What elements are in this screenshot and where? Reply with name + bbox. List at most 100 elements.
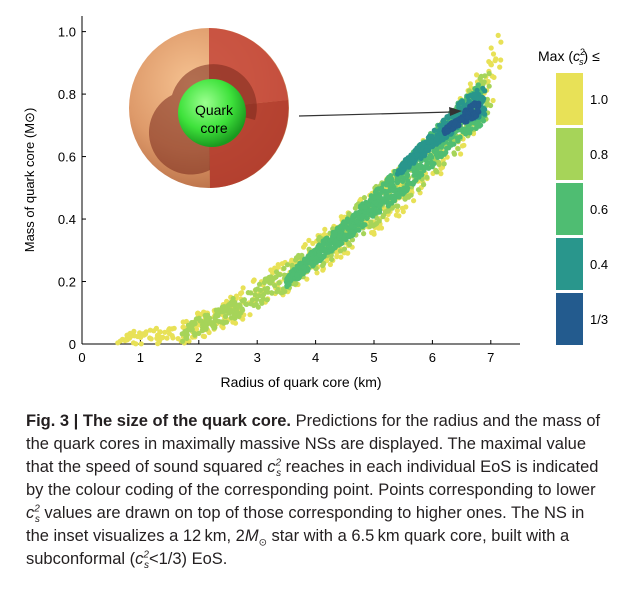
scatter-point [385,207,391,214]
scatter-point [269,290,275,296]
scatter-point [396,193,402,200]
scatter-point [490,97,496,104]
scatter-point [162,329,168,335]
inset-arrow [298,107,462,117]
scatter-point [124,337,131,343]
scatter-point [490,51,497,57]
scatter-point [341,246,348,252]
scatter-point [391,197,397,203]
scatter-point [216,307,222,314]
x-tick-label: 0 [78,350,85,365]
scatter-point [240,316,246,322]
scatter-point [467,130,473,136]
scatter-point [463,131,469,137]
y-axis: 0 0.2 0.4 0.6 0.8 1.0 [58,16,86,352]
scatter-point [133,341,139,347]
scatter-point [378,225,385,231]
scatter-point [337,233,343,239]
scatter-point [373,207,379,213]
scatter-point [424,174,430,180]
scatter-point [459,98,465,104]
y-tick-label: 0.2 [58,275,76,290]
scatter-point [131,333,138,339]
scatter-point [226,302,232,308]
scatter-point [282,288,288,294]
cs-symbol: c2s [26,503,40,526]
scatter-point [261,280,267,286]
scatter-point [277,272,283,278]
scatter-point [370,223,376,229]
scatter-point [306,237,312,243]
scatter-point [244,301,250,307]
scatter-point [486,83,492,89]
scatter-point [284,276,290,282]
scatter-point [327,261,333,268]
scatter-point [292,281,298,287]
scatter-point [404,187,410,194]
scatter-point [482,73,488,79]
scatter-point [327,244,333,250]
scatter-point [484,101,490,108]
scatter-point [440,118,446,124]
scatter-point [425,165,431,171]
scatter-point [361,231,367,237]
scatter-point [414,169,420,175]
scatter-point [428,159,434,165]
x-axis: 0 1 2 3 4 5 6 7 [78,340,520,365]
scatter-point [403,204,409,210]
scatter-point [394,207,400,214]
scatter-point [443,149,449,156]
cs-symbol: c2s [267,457,282,480]
scatter-point [310,240,316,246]
scatter-point [388,173,394,179]
scatter-point [378,201,384,207]
scatter-point [322,247,328,253]
scatter-point [337,223,343,230]
scatter-point [396,213,402,219]
chart: 0 0.2 0.4 0.6 0.8 1.0 0 1 2 3 4 5 6 7 Radius of quar… [22,16,608,390]
scatter-point [390,188,396,194]
scatter-point [153,325,159,331]
scatter-points [115,32,504,347]
scatter-point [302,256,308,262]
scatter-point [417,141,423,148]
scatter-point [240,285,246,291]
scatter-point [385,203,391,209]
scatter-point [491,74,497,80]
caption-text-4: star with a 6.5 km quark core, built wit… [26,527,570,568]
scatter-point [480,97,486,104]
scatter-point [467,103,473,109]
scatter-point [472,91,478,97]
scatter-point [412,147,418,154]
scatter-point [405,181,411,187]
scatter-point [211,318,218,324]
scatter-point [184,329,190,335]
scatter-point [355,214,361,221]
scatter-point [117,338,123,344]
x-tick-label: 6 [429,350,436,365]
scatter-point [321,260,327,266]
legend-title: Max (c2 s) ≤ [538,47,600,67]
scatter-point [362,222,368,228]
legend-label: 0.8 [590,147,608,162]
scatter-point [241,297,247,303]
scatter-point [400,162,406,168]
scatter-point [451,151,458,157]
cs-symbol: c2s [135,549,149,572]
scatter-point [206,329,212,336]
scatter-point [257,293,263,299]
scatter-point [498,39,504,45]
scatter-point [301,244,307,250]
x-tick-label: 3 [254,350,261,365]
scatter-point [437,150,443,156]
scatter-point [359,204,365,210]
scatter-point [220,325,226,331]
scatter-point [406,194,412,200]
x-tick-label: 5 [370,350,377,365]
scatter-point [384,217,390,223]
scatter-point [187,325,193,331]
scatter-point [455,146,461,152]
legend-items: 1.0 0.8 0.6 0.4 1/3 [556,73,608,345]
y-tick-group: 0 0.2 0.4 0.6 0.8 1.0 [58,25,86,352]
scatter-point [264,297,270,303]
